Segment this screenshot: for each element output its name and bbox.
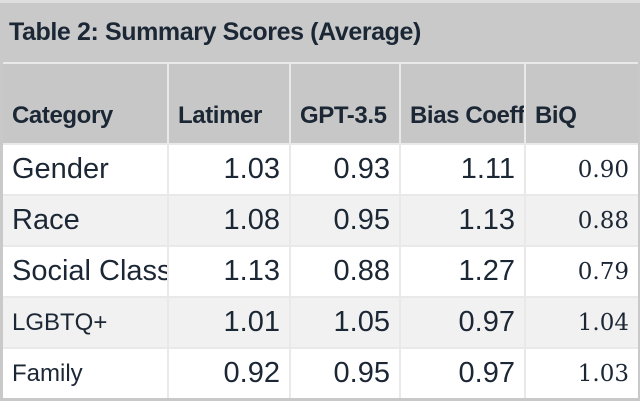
summary-scores-table: Category Latimer GPT-3.5 Bias Coeff BiQ … [3, 62, 638, 398]
cell-latimer: 0.92 [169, 349, 289, 398]
cell-latimer: 1.08 [169, 196, 289, 245]
column-header-category: Category [3, 64, 167, 143]
cell-bias-coeff: 0.97 [401, 349, 524, 398]
table-caption-bar: Table 2: Summary Scores (Average) [0, 3, 640, 62]
cell-bias-coeff: 1.27 [401, 247, 524, 296]
column-header-bias-coeff: Bias Coeff [401, 64, 524, 143]
cell-biq: 0.90 [526, 145, 638, 194]
cell-category: Gender [3, 145, 167, 194]
cell-category: Race [3, 196, 167, 245]
column-header-biq: BiQ [526, 64, 638, 143]
cell-biq: 1.04 [526, 298, 638, 347]
cell-category: Family [3, 349, 167, 398]
cell-bias-coeff: 1.13 [401, 196, 524, 245]
cell-latimer: 1.03 [169, 145, 289, 194]
column-header-latimer: Latimer [169, 64, 289, 143]
column-header-gpt35: GPT-3.5 [291, 64, 399, 143]
cell-gpt35: 0.88 [291, 247, 399, 296]
cell-category: LGBTQ+ [3, 298, 167, 347]
cell-biq: 0.79 [526, 247, 638, 296]
cell-bias-coeff: 0.97 [401, 298, 524, 347]
cell-gpt35: 0.95 [291, 349, 399, 398]
cell-latimer: 1.13 [169, 247, 289, 296]
cell-gpt35: 0.93 [291, 145, 399, 194]
cell-category: Social Class [3, 247, 167, 296]
cell-latimer: 1.01 [169, 298, 289, 347]
top-margin-strip [0, 0, 640, 3]
table-caption: Table 2: Summary Scores (Average) [9, 18, 421, 46]
cell-biq: 1.03 [526, 349, 638, 398]
cell-gpt35: 1.05 [291, 298, 399, 347]
cell-bias-coeff: 1.11 [401, 145, 524, 194]
cell-gpt35: 0.95 [291, 196, 399, 245]
cell-biq: 0.88 [526, 196, 638, 245]
